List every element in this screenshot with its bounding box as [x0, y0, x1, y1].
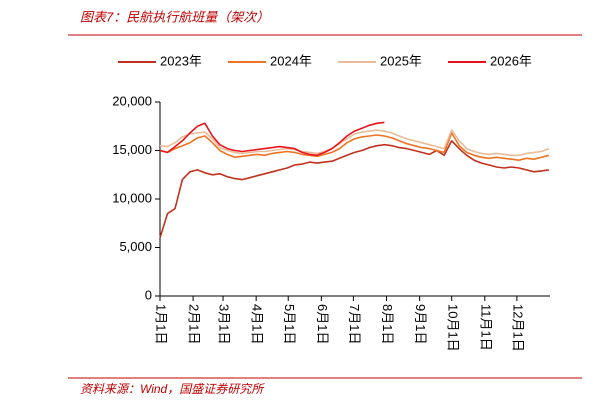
legend-label: 2025年: [380, 53, 422, 68]
series-line: [159, 121, 385, 157]
x-tick-label: 10月1日: [445, 304, 460, 352]
x-tick-label: 8月1日: [380, 304, 395, 344]
y-tick-label: 20,000: [112, 93, 152, 108]
series-line: [159, 132, 550, 161]
x-tick-label: 6月1日: [315, 304, 330, 344]
legend-label: 2024年: [270, 53, 312, 68]
source: 资料来源：Wind，国盛证券研究所: [80, 382, 265, 396]
y-tick-label: 0: [145, 287, 152, 302]
series-line: [159, 129, 550, 157]
x-tick-label: 3月1日: [217, 304, 232, 344]
legend-label: 2026年: [490, 53, 532, 68]
legend-label: 2023年: [160, 53, 202, 68]
y-tick-label: 10,000: [112, 190, 152, 205]
x-tick-label: 1月1日: [154, 304, 169, 344]
x-tick-label: 11月1日: [478, 304, 493, 351]
y-tick-label: 15,000: [112, 142, 152, 157]
x-tick-label: 9月1日: [413, 304, 428, 344]
x-tick-label: 7月1日: [347, 304, 362, 344]
series-line: [159, 140, 550, 239]
x-tick-label: 4月1日: [250, 304, 265, 344]
x-tick-label: 12月1日: [510, 304, 525, 352]
x-tick-label: 5月1日: [282, 304, 297, 344]
chart-title: 图表7：民航执行航班量（架次）: [80, 9, 269, 24]
y-tick-label: 5,000: [119, 239, 152, 254]
x-tick-label: 2月1日: [187, 304, 202, 344]
